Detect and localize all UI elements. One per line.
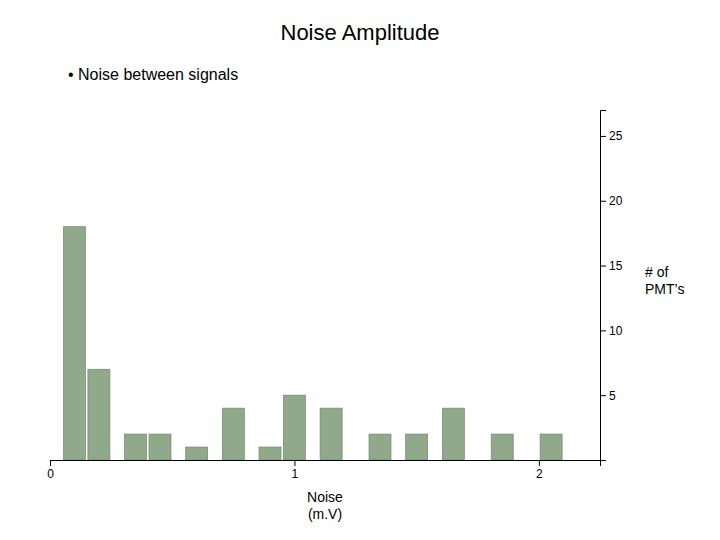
bar — [259, 447, 281, 460]
tick: 15 — [600, 259, 623, 273]
tick-mark — [600, 136, 606, 137]
tick-mark — [600, 395, 606, 396]
text-line: Noise — [307, 489, 343, 505]
y-axis-label: # ofPMT’s — [645, 264, 684, 297]
tick: 1 — [292, 460, 299, 481]
tick-label: 2 — [536, 467, 543, 481]
tick-mark — [539, 460, 540, 466]
tick: 2 — [536, 460, 543, 481]
text-line: # of — [645, 264, 668, 280]
tick: 10 — [600, 324, 623, 338]
tick-mark — [600, 330, 606, 331]
bar — [125, 434, 147, 460]
bar — [369, 434, 391, 460]
tick-label: 1 — [292, 467, 299, 481]
axis-line — [601, 111, 607, 461]
bar — [540, 434, 562, 460]
chart: Noise Amplitude • Noise between signals 0 1… — [0, 0, 720, 540]
x-axis-label: Noise(m.V) — [307, 489, 343, 522]
bar — [186, 447, 208, 460]
tick-label: 0 — [47, 467, 54, 481]
plot: 012510152025 — [47, 111, 623, 481]
tick-mark — [600, 201, 606, 202]
bar — [88, 369, 110, 460]
bar — [320, 408, 342, 460]
bar — [222, 408, 244, 460]
tick-label: 20 — [609, 194, 623, 208]
bar — [491, 434, 513, 460]
tick-mark — [600, 266, 606, 267]
x-axis: 0 1 2 — [47, 460, 600, 481]
tick-mark — [294, 460, 295, 466]
tick: 20 — [600, 194, 623, 208]
subtitle: • Noise between signals — [68, 66, 238, 83]
title: Noise Amplitude — [281, 20, 440, 45]
tick-mark — [50, 460, 51, 466]
bar — [406, 434, 428, 460]
bar — [442, 408, 464, 460]
tick-label: 15 — [609, 259, 623, 273]
tick-label: 25 — [609, 129, 623, 143]
y-axis: 5 10 15 20 25 — [600, 111, 623, 461]
bar — [149, 434, 171, 460]
tick-label: 5 — [609, 389, 616, 403]
tick: 25 — [600, 129, 623, 143]
tick: 0 — [47, 460, 54, 481]
axis-line — [51, 461, 601, 467]
text-line: PMT’s — [645, 281, 684, 297]
bar — [63, 227, 85, 460]
text-line: (m.V) — [308, 506, 342, 522]
bars — [63, 227, 562, 460]
tick: 5 — [600, 389, 616, 403]
bar — [283, 395, 305, 460]
tick-label: 10 — [609, 324, 623, 338]
